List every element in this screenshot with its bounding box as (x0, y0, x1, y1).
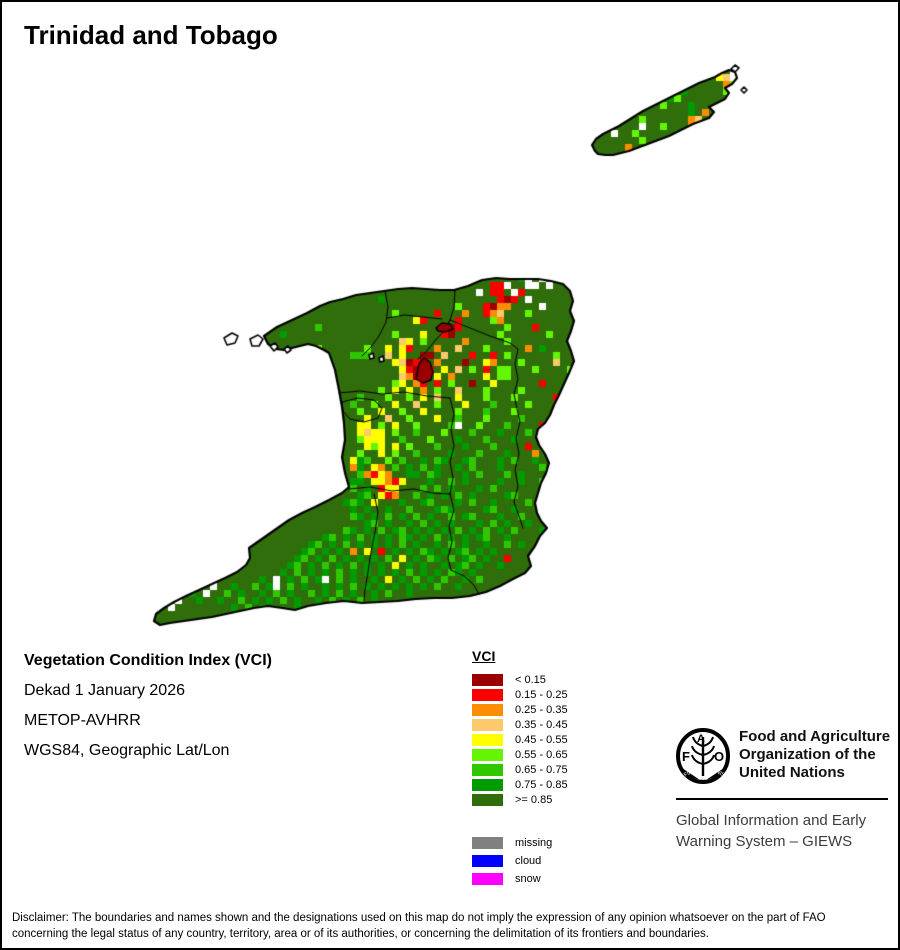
legend-classes: < 0.15 0.15 - 0.25 0.25 - 0.35 0.35 - 0.45 0… (472, 672, 568, 807)
legend-swatch (472, 855, 503, 867)
legend-row: missing (472, 834, 568, 852)
legend-label: 0.75 - 0.85 (515, 778, 568, 791)
info-sensor: METOP-AVHRR (24, 712, 141, 729)
giews-line1: Global Information and Early (676, 812, 867, 829)
legend-swatch (472, 778, 503, 791)
legend-title: VCI (472, 648, 496, 664)
info-dekad: Dekad 1 January 2026 (24, 682, 185, 699)
fao-block: F A O FIAT PANIS Food and Agriculture Or… (676, 728, 892, 852)
fao-logo-banner (682, 768, 724, 782)
fao-logo-letter-a: A (697, 733, 705, 745)
wheat-ear-icon (691, 736, 715, 765)
legend-swatch (472, 688, 503, 701)
vci-map-canvas (2, 2, 900, 642)
legend-label: 0.65 - 0.75 (515, 763, 568, 776)
giews-name: Global Information and Early Warning Sys… (676, 810, 892, 852)
legend-row: 0.55 - 0.65 (472, 747, 568, 762)
map-info-block: Vegetation Condition Index (VCI) Dekad 1… (24, 652, 272, 772)
fao-logo: F A O FIAT PANIS (676, 728, 730, 784)
disclaimer-text: Disclaimer: The boundaries and names sho… (12, 910, 892, 942)
legend-swatch (472, 763, 503, 776)
vci-legend: VCI < 0.15 0.15 - 0.25 0.25 - 0.35 0.35 - 0… (472, 648, 568, 888)
legend-row: 0.45 - 0.55 (472, 732, 568, 747)
legend-row: 0.65 - 0.75 (472, 762, 568, 777)
giews-line2: Warning System – GIEWS (676, 833, 853, 850)
legend-row: >= 0.85 (472, 792, 568, 807)
legend-swatch (472, 748, 503, 761)
legend-label: snow (515, 873, 541, 885)
fao-logo-letter-f: F (682, 749, 690, 764)
divider-line (676, 798, 888, 800)
disclaimer-line2: concerning the legal status of any count… (12, 928, 709, 940)
legend-label: < 0.15 (515, 673, 546, 686)
fao-org-name: Food and Agriculture Organization of the… (739, 728, 890, 782)
legend-label: 0.45 - 0.55 (515, 733, 568, 746)
legend-swatch (472, 733, 503, 746)
legend-label: 0.55 - 0.65 (515, 748, 568, 761)
fao-motto-fiat: FIAT (683, 768, 697, 779)
legend-row: < 0.15 (472, 672, 568, 687)
legend-label: 0.35 - 0.45 (515, 718, 568, 731)
legend-row: cloud (472, 852, 568, 870)
legend-swatch (472, 793, 503, 806)
legend-label: 0.15 - 0.25 (515, 688, 568, 701)
fao-org-line3: United Nations (739, 764, 845, 781)
legend-swatch (472, 873, 503, 885)
legend-label: 0.25 - 0.35 (515, 703, 568, 716)
info-projection: WGS84, Geographic Lat/Lon (24, 742, 230, 759)
legend-swatch (472, 837, 503, 849)
fao-org-line2: Organization of the (739, 746, 876, 763)
fao-logo-letter-o: O (714, 749, 724, 764)
legend-swatch (472, 718, 503, 731)
disclaimer-line1: Disclaimer: The boundaries and names sho… (12, 912, 826, 924)
legend-label: cloud (515, 855, 542, 867)
legend-swatch (472, 703, 503, 716)
legend-label: >= 0.85 (515, 793, 553, 806)
legend-row: 0.25 - 0.35 (472, 702, 568, 717)
legend-extra: missing cloud snow (472, 834, 568, 888)
legend-label: missing (515, 837, 553, 849)
legend-row: 0.35 - 0.45 (472, 717, 568, 732)
info-product-name: Vegetation Condition Index (VCI) (24, 652, 272, 669)
legend-swatch (472, 673, 503, 686)
legend-row: 0.75 - 0.85 (472, 777, 568, 792)
legend-row: 0.15 - 0.25 (472, 687, 568, 702)
fao-org-line1: Food and Agriculture (739, 728, 891, 745)
legend-row: snow (472, 870, 568, 888)
